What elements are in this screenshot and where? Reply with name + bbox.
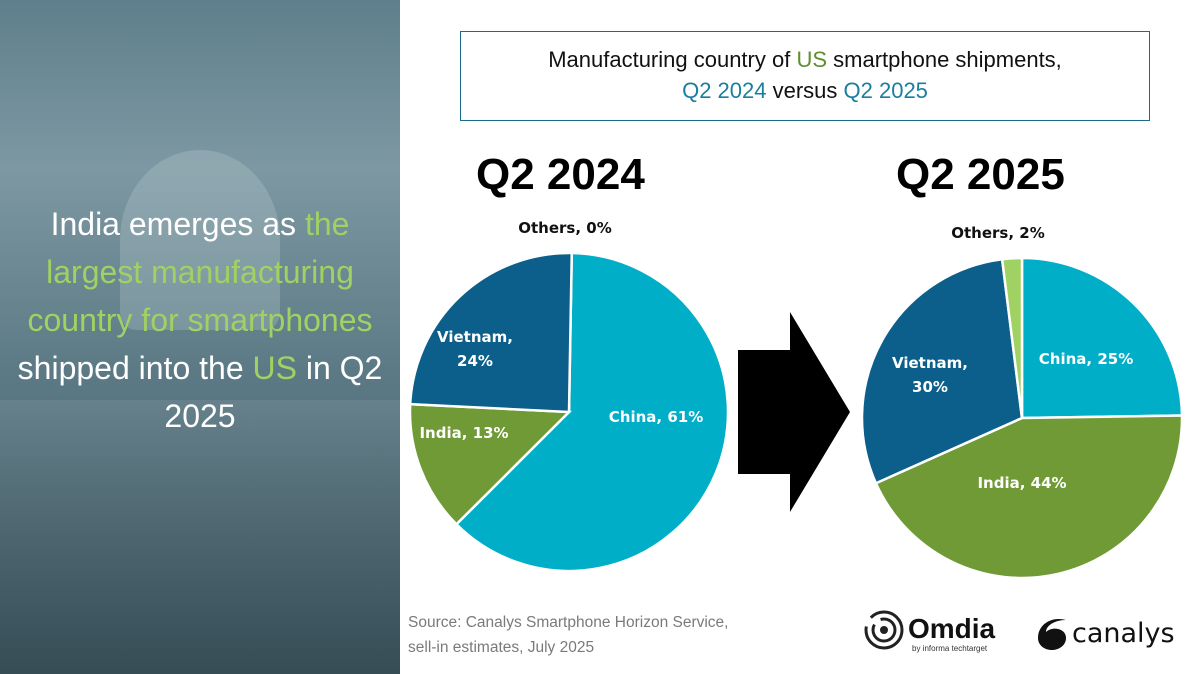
title-text: smartphone shipments,: [827, 47, 1062, 72]
data-label-india: India, 13%: [419, 424, 508, 442]
canalys-wordmark: canalys: [1072, 618, 1175, 649]
pie-slice-china: [454, 251, 730, 573]
title-text: versus: [766, 78, 844, 103]
source-line: Source: Canalys Smartphone Horizon Servi…: [408, 614, 729, 631]
source-note: Source: Canalys Smartphone Horizon Servi…: [408, 610, 728, 660]
data-label-others: Others, 0%: [518, 219, 612, 237]
source-line: sell-in estimates, July 2025: [408, 639, 595, 656]
pie-slice-others: [1000, 256, 1024, 419]
title-text: Q2 2024: [682, 78, 767, 103]
headline-part: the largest manufacturing country for sm…: [27, 206, 373, 338]
title-text: Q2 2025: [843, 78, 928, 103]
omdia-wordmark: Omdia: [908, 613, 996, 644]
omdia-logo: Omdia by informa techtarget: [862, 608, 1022, 654]
headline-part: shipped into the: [17, 350, 253, 386]
pie-title-2025: Q2 2025: [896, 150, 1065, 199]
pie-title-2024: Q2 2024: [476, 150, 645, 199]
arrow-right-icon: [738, 312, 850, 512]
headline-part: US: [252, 350, 297, 386]
data-label-vietnam: Vietnam, 24%: [437, 328, 513, 370]
headline-part: India emerges as: [50, 206, 305, 242]
pie-slice-india: [874, 414, 1184, 580]
water-reflection: [0, 400, 400, 674]
pie-slice-vietnam: [408, 251, 574, 414]
omdia-subtitle: by informa techtarget: [912, 644, 988, 653]
canalys-logo: canalys: [1032, 612, 1200, 656]
data-label-china: China, 25%: [1039, 350, 1133, 368]
pie-slice-china: [1020, 256, 1184, 420]
data-label-others: Others, 2%: [951, 224, 1045, 242]
background-photo-panel: India emerges as the largest manufacturi…: [0, 0, 400, 674]
pie-slice-india: [408, 402, 572, 527]
pie-slice-vietnam: [860, 257, 1024, 485]
chart-title-box: Manufacturing country of US smartphone s…: [460, 31, 1150, 121]
data-label-vietnam: Vietnam, 30%: [892, 354, 968, 396]
title-text: US: [796, 47, 828, 72]
headline: India emerges as the largest manufacturi…: [10, 200, 390, 440]
data-label-india: India, 44%: [977, 474, 1066, 492]
title-text: Manufacturing country of: [548, 47, 797, 72]
data-label-china: China, 61%: [609, 408, 703, 426]
headline-part: in Q2 2025: [164, 350, 383, 434]
taj-mahal-silhouette: [120, 150, 280, 330]
